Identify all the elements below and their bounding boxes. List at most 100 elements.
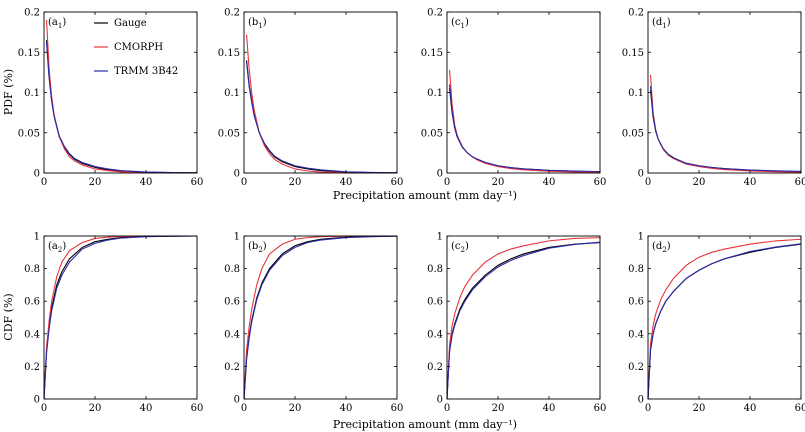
y-tick-label-a2-3: 0.6 <box>24 297 40 308</box>
y-tick-label-c2-3: 0.6 <box>427 297 443 308</box>
series-line-c1-trmm-3b42 <box>449 84 601 173</box>
y-tick-label-a2-4: 0.8 <box>24 264 40 275</box>
panel-d2: 0 20 40 60 0 0.2 0.4 0.6 0.8 1 (d2) <box>628 232 805 415</box>
x-tick-label-d1-2: 40 <box>744 177 757 188</box>
series-line-b2-cmorph <box>243 235 397 400</box>
y-tick-label-d1-1: 0.05 <box>622 128 644 139</box>
x-tick-label-c1-0: 0 <box>444 177 450 188</box>
x-tick-label-d1-3: 60 <box>795 177 805 188</box>
x-axis-label-top-row: Precipitation amount (mm day⁻¹) <box>333 189 517 202</box>
y-tick-label-d2-3: 0.6 <box>628 297 644 308</box>
legend-label-gauge: Gauge <box>114 18 147 29</box>
series-line-a2-cmorph <box>43 235 197 400</box>
plot-frame-b2 <box>243 235 398 400</box>
series-line-b1-trmm-3b42 <box>246 61 398 174</box>
plot-frame-c2 <box>446 235 601 400</box>
panel-label-a1: (a1) <box>48 17 66 30</box>
x-tick-label-a2-1: 20 <box>89 403 102 414</box>
x-tick-label-c1-1: 20 <box>492 177 505 188</box>
y-tick-label-a1-4: 0.2 <box>24 8 40 19</box>
series-line-b2-trmm-3b42 <box>243 235 398 400</box>
plot-frame-a2 <box>43 235 198 400</box>
y-tick-label-b1-2: 0.1 <box>224 88 240 99</box>
panel-label-b1: (b1) <box>248 17 267 30</box>
y-tick-label-c2-4: 0.8 <box>427 264 443 275</box>
y-tick-label-d1-2: 0.1 <box>628 88 644 99</box>
legend-label-trmm-3b42: TRMM 3B42 <box>114 66 178 77</box>
x-tick-label-c1-2: 40 <box>543 177 556 188</box>
legend-label-cmorph: CMORPH <box>114 42 163 53</box>
y-tick-label-b1-1: 0.05 <box>218 128 240 139</box>
series-line-c2-cmorph <box>446 237 601 400</box>
y-tick-label-c1-4: 0.2 <box>427 8 443 19</box>
series-line-d2-gauge <box>647 243 802 400</box>
y-tick-label-d1-3: 0.15 <box>622 48 644 59</box>
plot-frame-d2 <box>647 235 802 400</box>
panel-label-b2: (b2) <box>248 241 267 254</box>
y-tick-label-c2-5: 1 <box>437 232 443 243</box>
y-tick-label-b1-4: 0.2 <box>224 8 240 19</box>
x-tick-label-b1-0: 0 <box>241 177 247 188</box>
y-tick-label-b2-3: 0.6 <box>224 297 240 308</box>
panel-label-c1: (c1) <box>451 17 469 30</box>
y-tick-label-c2-1: 0.2 <box>427 362 443 373</box>
series-line-d2-trmm-3b42 <box>647 243 802 400</box>
x-tick-label-d2-3: 60 <box>795 403 805 414</box>
series-line-a2-trmm-3b42 <box>43 235 198 400</box>
panel-a2: 0 20 40 60 0 0.2 0.4 0.6 0.8 1 (a2) <box>24 232 203 415</box>
plot-frame-a1 <box>43 11 198 174</box>
y-tick-label-d2-0: 0 <box>638 395 644 406</box>
x-tick-label-b2-0: 0 <box>241 403 247 414</box>
x-tick-label-c2-2: 40 <box>543 403 556 414</box>
y-tick-label-c2-0: 0 <box>437 395 443 406</box>
x-tick-label-a1-0: 0 <box>41 177 47 188</box>
y-tick-label-d2-2: 0.4 <box>628 329 644 340</box>
x-tick-label-a1-2: 40 <box>140 177 153 188</box>
panel-label-a2: (a2) <box>48 241 66 254</box>
series-line-b2-gauge <box>243 235 398 400</box>
series-line-b1-cmorph <box>246 34 397 174</box>
series-line-b1-gauge <box>246 60 398 174</box>
y-tick-label-c1-2: 0.1 <box>427 88 443 99</box>
y-tick-label-b2-5: 1 <box>234 232 240 243</box>
panel-label-c2: (c2) <box>451 241 469 254</box>
y-axis-label-cdf: CDF (%) <box>2 293 15 340</box>
panel-c1: 0 20 40 60 0 0.05 0.1 0.15 0.2 (c1) <box>421 8 607 189</box>
y-axis-label-pdf: PDF (%) <box>2 69 15 115</box>
panel-c2: 0 20 40 60 0 0.2 0.4 0.6 0.8 1 (c2) <box>427 232 606 415</box>
y-tick-label-c1-3: 0.15 <box>421 48 443 59</box>
x-axis-label-bottom-row: Precipitation amount (mm day⁻¹) <box>333 418 517 431</box>
plot-frame-d1 <box>647 11 802 174</box>
x-tick-label-d2-1: 20 <box>693 403 706 414</box>
x-tick-label-c2-0: 0 <box>444 403 450 414</box>
y-tick-label-a1-1: 0.05 <box>18 128 40 139</box>
x-tick-label-a2-2: 40 <box>140 403 153 414</box>
y-tick-label-a2-1: 0.2 <box>24 362 40 373</box>
x-tick-label-b1-1: 20 <box>289 177 302 188</box>
y-tick-label-a2-5: 1 <box>34 232 40 243</box>
x-tick-label-d1-1: 20 <box>693 177 706 188</box>
x-tick-label-d2-0: 0 <box>645 403 651 414</box>
y-tick-label-c1-1: 0.05 <box>421 128 443 139</box>
legend: Gauge CMORPH TRMM 3B42 <box>94 18 178 77</box>
panel-label-d2: (d2) <box>652 241 671 254</box>
x-tick-label-b1-2: 40 <box>340 177 353 188</box>
x-tick-label-c2-3: 60 <box>594 403 607 414</box>
y-tick-label-b1-3: 0.15 <box>218 48 240 59</box>
plot-frame-c1 <box>446 11 601 174</box>
series-line-a2-gauge <box>43 235 198 400</box>
y-tick-label-c2-2: 0.4 <box>427 329 443 340</box>
y-tick-label-b2-2: 0.4 <box>224 329 240 340</box>
y-tick-label-a1-0: 0 <box>34 169 40 180</box>
y-tick-label-a1-3: 0.15 <box>18 48 40 59</box>
x-tick-label-a2-3: 60 <box>191 403 204 414</box>
series-line-d1-gauge <box>650 90 802 173</box>
panel-d1: 0 20 40 60 0 0.05 0.1 0.15 0.2 (d1) <box>622 8 805 189</box>
y-tick-label-d1-4: 0.2 <box>628 8 644 19</box>
y-tick-label-a2-2: 0.4 <box>24 329 40 340</box>
y-tick-label-d2-1: 0.2 <box>628 362 644 373</box>
series-line-d2-cmorph <box>647 238 802 400</box>
y-tick-label-a1-2: 0.1 <box>24 88 40 99</box>
x-tick-label-b2-3: 60 <box>391 403 404 414</box>
